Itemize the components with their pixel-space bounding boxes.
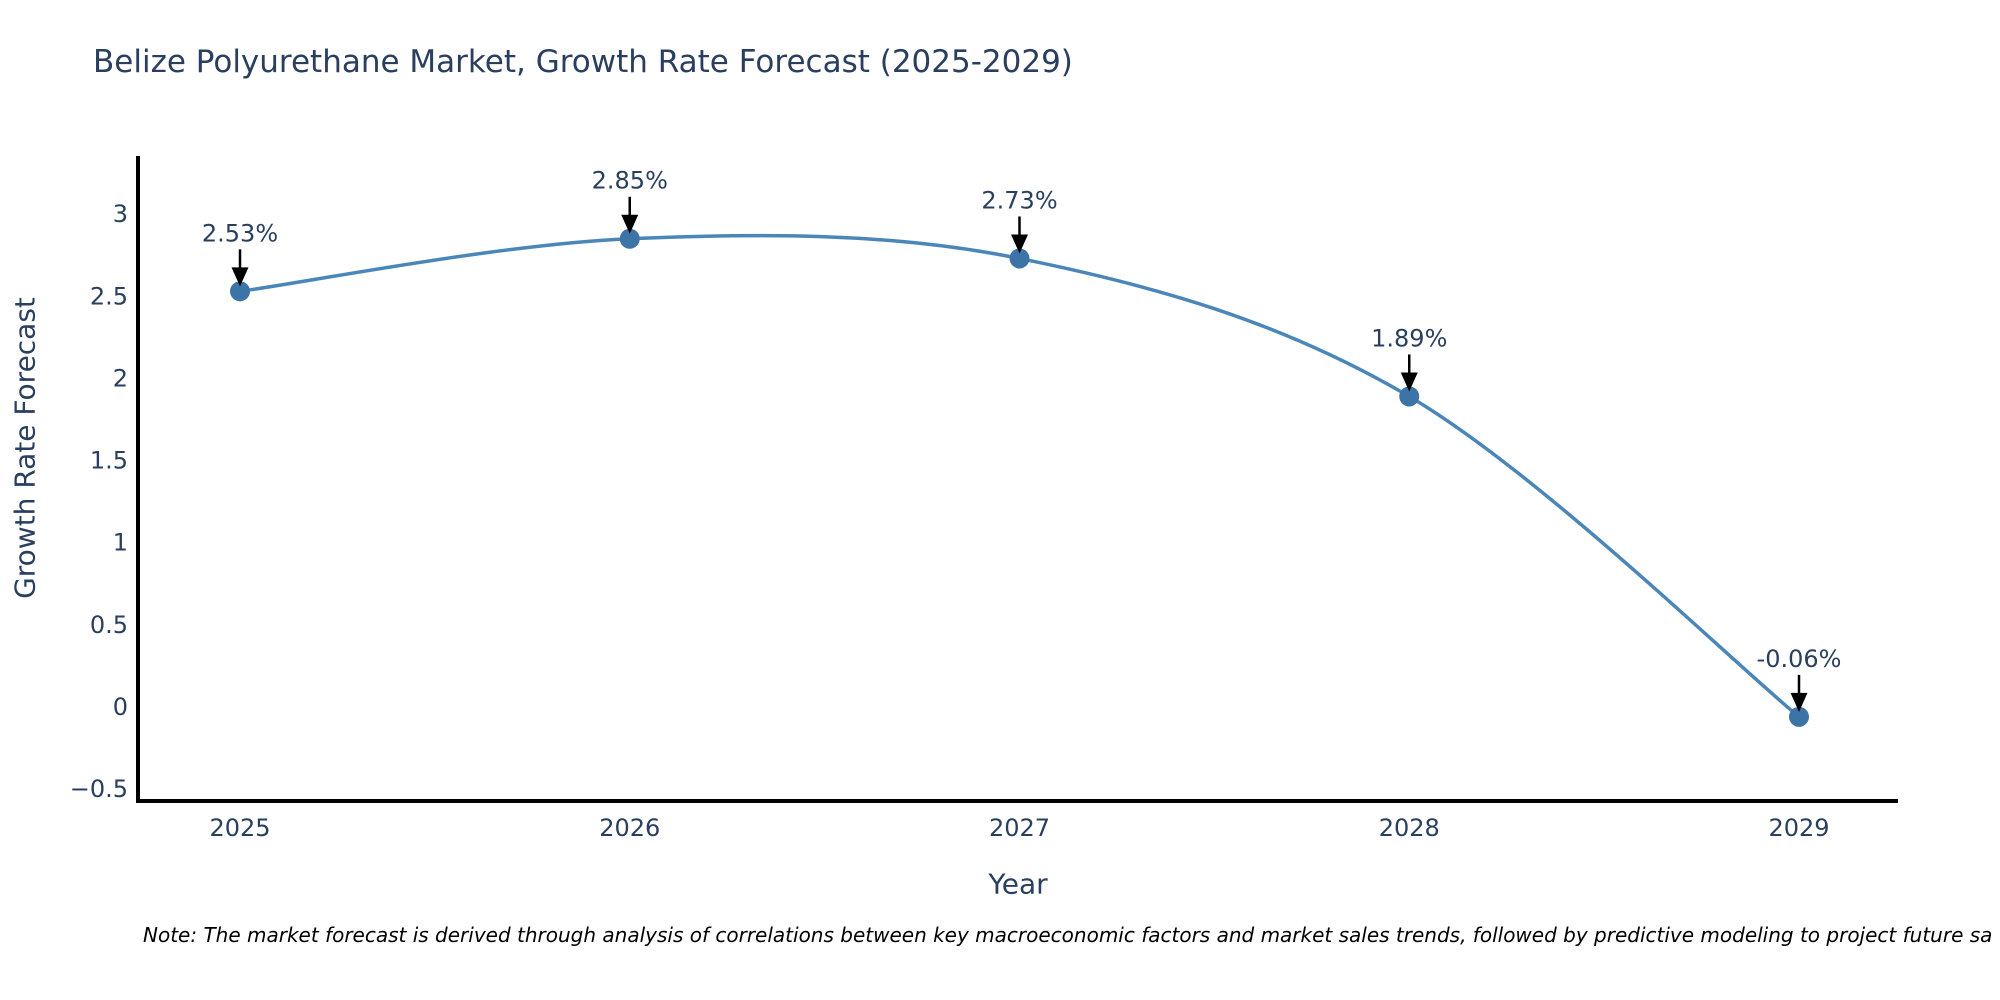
data-point-marker[interactable] — [619, 228, 640, 249]
annotation-arrowhead-icon — [231, 267, 249, 287]
annotation-arrowhead-icon — [1400, 372, 1418, 392]
y-tick-label: 0 — [113, 693, 128, 721]
y-tick-label: 1 — [113, 529, 128, 557]
y-axis-title: Growth Rate Forecast — [8, 297, 42, 599]
annotation-arrowhead-icon — [1790, 692, 1808, 712]
data-point-marker[interactable] — [1399, 386, 1420, 407]
point-annotation: -0.06% — [1757, 645, 1842, 673]
annotation-arrowhead-icon — [1011, 234, 1028, 254]
x-axis-title: Year — [988, 867, 1048, 901]
data-point-marker[interactable] — [1009, 248, 1030, 269]
y-tick-label: 0.5 — [90, 611, 128, 639]
forecast-line — [238, 233, 1801, 719]
y-tick-label: 3 — [113, 200, 128, 228]
chart-title: Belize Polyurethane Market, Growth Rate … — [93, 44, 1073, 80]
y-tick-label: −0.5 — [70, 775, 128, 803]
x-tick-label: 2027 — [989, 814, 1050, 842]
data-point-marker[interactable] — [1789, 706, 1809, 727]
y-tick-label: 2 — [113, 364, 128, 392]
annotation-arrowhead-icon — [621, 214, 639, 234]
x-tick-label: 2025 — [209, 814, 270, 842]
point-annotation: 2.73% — [981, 186, 1057, 214]
x-tick-label: 2029 — [1768, 814, 1829, 842]
y-tick-label: 2.5 — [90, 282, 128, 310]
x-tick-label: 2028 — [1379, 814, 1440, 842]
data-point-marker[interactable] — [230, 281, 250, 302]
x-tick-label: 2026 — [599, 814, 660, 842]
footnote: Note: The market forecast is derived thr… — [143, 923, 1993, 947]
y-tick-label: 1.5 — [90, 447, 128, 475]
point-annotation: 2.85% — [592, 167, 668, 195]
point-annotation: 2.53% — [202, 219, 278, 247]
point-annotation: 1.89% — [1371, 324, 1447, 352]
